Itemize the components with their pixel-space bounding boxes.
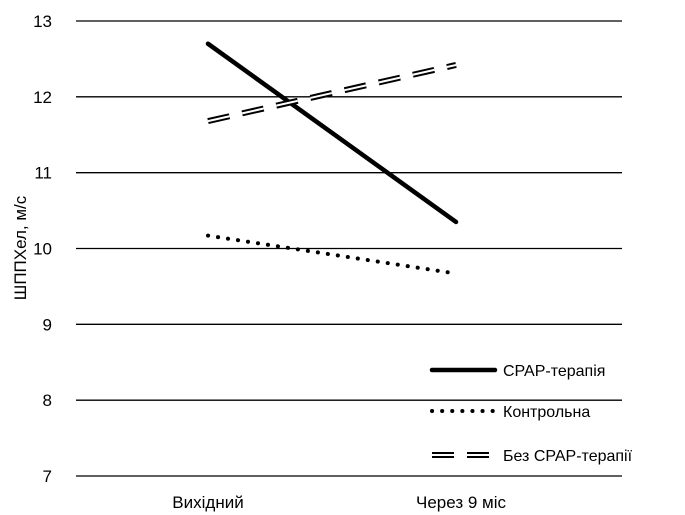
y-tick-label: 12 (33, 88, 52, 107)
legend-label: Без CPAP-терапії (503, 448, 633, 465)
legend-item-cpap: CPAP-терапія (429, 363, 605, 380)
legend-item-no-cpap: Без CPAP-терапії (432, 448, 633, 465)
y-tick-label: 11 (34, 164, 52, 183)
y-tick-label: 9 (43, 315, 52, 334)
y-tick-label: 13 (33, 12, 52, 31)
y-tick-label: 8 (43, 391, 52, 410)
y-axis-title: ШППХел, м/с (11, 195, 30, 300)
x-tick-label: Вихідний (172, 493, 243, 512)
legend-label: CPAP-терапія (503, 363, 605, 380)
series-line-control (206, 233, 458, 276)
y-tick-label: 7 (43, 467, 52, 486)
legend-item-control: Контрольна (430, 404, 590, 421)
series-line-no-cpap (207, 62, 457, 125)
series-lines (205, 41, 459, 276)
legend-label: Контрольна (503, 404, 590, 421)
legend: CPAP-терапія Контрольна Без CPAP-терапії (429, 363, 633, 465)
y-tick-label: 10 (33, 240, 52, 259)
x-tick-label: Через 9 міс (416, 493, 506, 512)
series-line-cpap (205, 41, 459, 225)
gridlines (76, 20, 622, 477)
x-axis-ticks: Вихідний Через 9 міс (172, 493, 506, 512)
y-axis-ticks: 7 8 9 10 11 12 13 (33, 12, 52, 486)
